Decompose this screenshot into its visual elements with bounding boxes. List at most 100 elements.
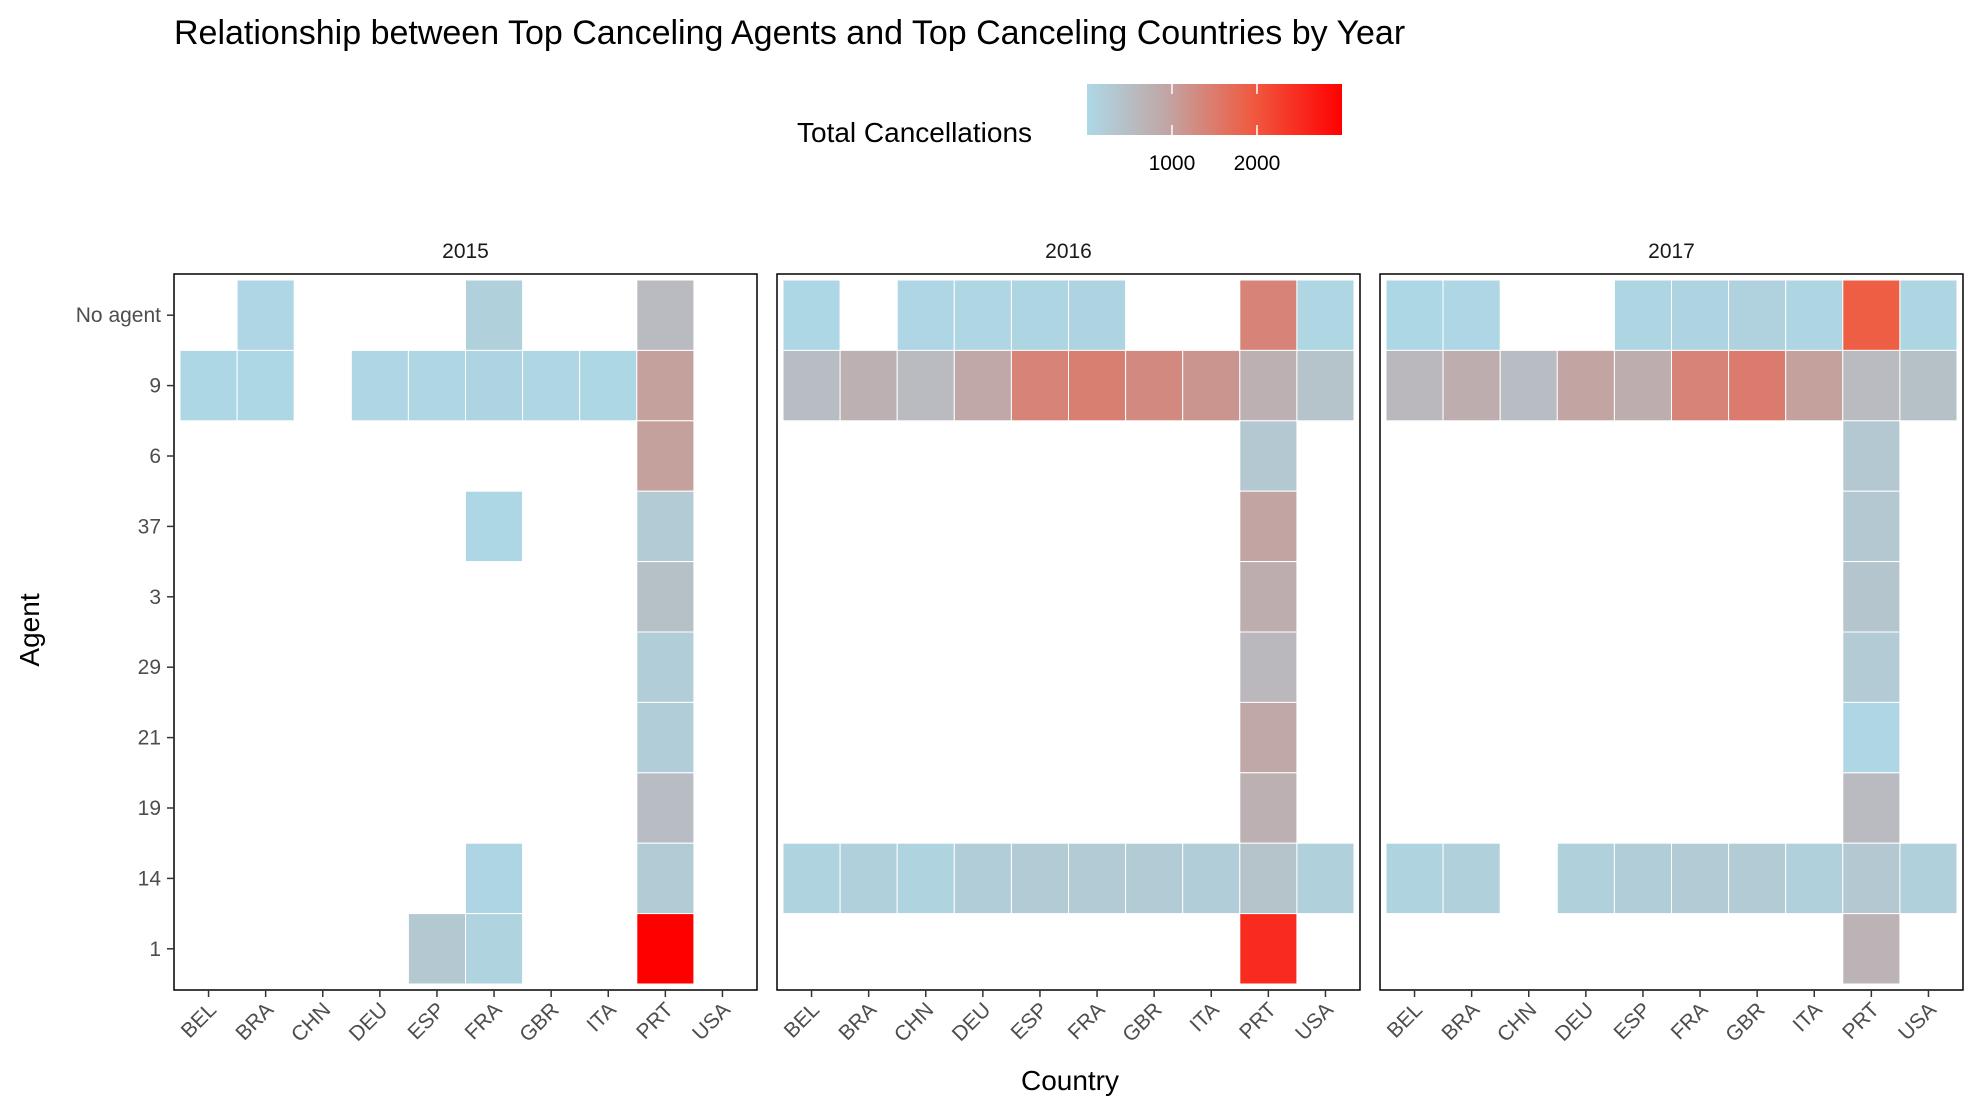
x-axis-title: Country (1021, 1065, 1119, 1096)
heatmap-cell (1613, 279, 1673, 351)
heatmap-cell (465, 349, 524, 422)
x-tick-label: ESP (1007, 998, 1053, 1044)
heatmap-cell (236, 279, 295, 351)
x-tick-label: BRA (231, 998, 278, 1045)
heatmap-cell (465, 279, 524, 351)
heatmap-cell (1728, 842, 1787, 915)
heatmap-cell (1499, 349, 1558, 422)
y-tick-label: 9 (149, 375, 161, 398)
heatmap-cell (1239, 913, 1298, 985)
x-tick-label: ESP (404, 998, 450, 1044)
heatmap-cell (839, 842, 898, 915)
heatmap-cell (953, 842, 1012, 915)
heatmap-cell (636, 842, 695, 915)
y-tick-label: 21 (138, 727, 161, 750)
heatmap-cell (1385, 842, 1444, 915)
heatmap-cell (1842, 701, 1901, 774)
heatmap-cell (1842, 490, 1901, 563)
x-tick-label: ESP (1610, 998, 1656, 1044)
y-tick-label: 14 (138, 867, 162, 890)
heatmap-cell (407, 349, 466, 422)
heatmap-cell (953, 349, 1012, 422)
x-tick-label: CHN (287, 998, 335, 1046)
facet-panel-2016: 2016 BEL BRA CHN DEU ESP FRA GBR ITA PRT USA (776, 240, 1361, 1047)
heatmap-cell (1842, 631, 1901, 703)
heatmap-cell (636, 913, 695, 985)
facet-panel-2017: 2017 BEL BRA CHN DEU ESP FRA GBR ITA PRT USA (1379, 240, 1964, 1047)
x-tick-label: ITA (1186, 998, 1224, 1036)
heatmap-cell (636, 701, 695, 774)
heatmap-cell (1239, 772, 1298, 844)
heatmap-cell (179, 349, 238, 422)
x-tick-label: FRA (461, 998, 507, 1044)
panel-border (173, 273, 758, 991)
heatmap-cell (1442, 279, 1501, 351)
heatmap-cell (465, 913, 524, 985)
heatmap-cell (1010, 349, 1070, 422)
legend-tick-label: 2000 (1234, 152, 1281, 175)
heatmap-cell (636, 349, 695, 422)
heatmap-cell (896, 842, 955, 915)
heatmap-cell (1010, 842, 1070, 915)
x-tick-label: ITA (1789, 998, 1827, 1036)
x-tick-label: PRT (1838, 998, 1884, 1044)
x-tick-label: USA (688, 998, 735, 1045)
legend-title: Total Cancellations (797, 117, 1032, 148)
x-tick-label: ITA (583, 998, 621, 1036)
heatmap-cell (1296, 842, 1355, 915)
y-tick-label: 29 (138, 656, 161, 679)
y-tick-label: No agent (76, 304, 161, 327)
heatmap-cell (1899, 279, 1958, 351)
heatmap-cell (1842, 279, 1901, 351)
heatmap-cell (636, 561, 695, 633)
panel-border (776, 273, 1361, 991)
y-tick-label: 1 (149, 938, 161, 961)
x-tick-label: BRA (834, 998, 881, 1045)
x-tick-label: GBR (1118, 998, 1166, 1046)
x-tick-label: BEL (177, 998, 221, 1042)
heatmap-cell (1671, 279, 1730, 351)
heatmap-cell (782, 279, 841, 351)
x-tick-label: DEU (1551, 998, 1599, 1046)
heatmap-cell (465, 842, 524, 915)
x-tick-label: CHN (890, 998, 938, 1046)
x-tick-label: DEU (948, 998, 996, 1046)
heatmap-cell (236, 349, 295, 422)
x-tick-label: USA (1291, 998, 1338, 1045)
heatmap-cell (1671, 349, 1730, 422)
heatmap-cell (1125, 349, 1184, 422)
heatmap-cell (1842, 913, 1901, 985)
heatmap-cell (1899, 349, 1958, 422)
y-axis-title: Agent (14, 593, 45, 666)
legend-ticks: 1000 2000 (1149, 84, 1281, 175)
heatmap-cell (1239, 420, 1298, 492)
heatmap-cell (407, 913, 466, 985)
x-tick-label: FRA (1667, 998, 1713, 1044)
y-tick-label: 6 (149, 445, 161, 468)
heatmap-cell (636, 420, 695, 492)
heatmap-cell (1068, 279, 1127, 351)
facet-strip-label: 2017 (1648, 240, 1695, 263)
heatmap-cell (1556, 349, 1615, 422)
x-tick-label: BEL (1383, 998, 1427, 1042)
heatmap-cell (782, 349, 841, 422)
x-tick-label: DEU (345, 998, 393, 1046)
heatmap-cell (1842, 772, 1901, 844)
heatmap-cell (782, 842, 841, 915)
legend-tick-label: 1000 (1149, 152, 1196, 175)
heatmap-cell (1182, 349, 1241, 422)
heatmap-cell (1125, 842, 1184, 915)
x-tick-label: FRA (1064, 998, 1110, 1044)
legend-colorbar (1087, 84, 1342, 135)
heatmap-cell (1182, 842, 1241, 915)
y-tick-label: 19 (138, 797, 161, 820)
heatmap-cell (1385, 279, 1444, 351)
heatmap-cell (1785, 842, 1844, 915)
heatmap-cell (1842, 349, 1901, 422)
heatmap-cell (1239, 631, 1298, 703)
y-tick-label: 37 (138, 515, 161, 538)
heatmap-cell (839, 349, 898, 422)
x-tick-label: GBR (1721, 998, 1769, 1046)
